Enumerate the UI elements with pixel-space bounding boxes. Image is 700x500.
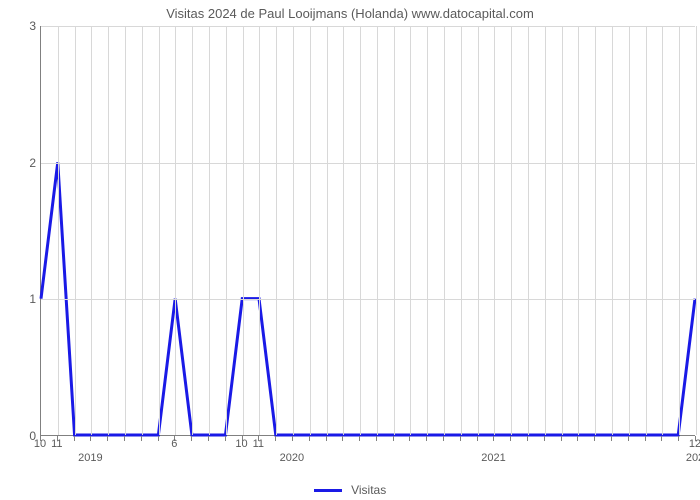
gridline-v: [578, 26, 579, 435]
gridline-v: [343, 26, 344, 435]
x-tick: [376, 436, 377, 441]
gridline-v: [662, 26, 663, 435]
legend-swatch: [314, 489, 342, 492]
x-tick: [74, 436, 75, 441]
x-tick: [544, 436, 545, 441]
plot-area: [40, 26, 695, 436]
gridline-v: [360, 26, 361, 435]
gridline-v: [679, 26, 680, 435]
x-tick: [611, 436, 612, 441]
x-tick: [275, 436, 276, 441]
x-tick: [594, 436, 595, 441]
x-tick: [460, 436, 461, 441]
x-tick: [225, 436, 226, 441]
gridline-v: [58, 26, 59, 435]
x-tick: [90, 436, 91, 441]
x-tick: [493, 436, 494, 441]
x-tick: [661, 436, 662, 441]
gridline-v: [175, 26, 176, 435]
x-month-label: 10: [235, 438, 247, 450]
x-tick: [393, 436, 394, 441]
x-month-label: 11: [51, 438, 62, 450]
gridline-v: [159, 26, 160, 435]
x-tick: [426, 436, 427, 441]
x-tick: [645, 436, 646, 441]
legend: Visitas: [0, 482, 700, 497]
x-tick: [208, 436, 209, 441]
gridline-v: [108, 26, 109, 435]
x-tick: [678, 436, 679, 441]
gridline-v: [562, 26, 563, 435]
x-tick: [561, 436, 562, 441]
x-tick: [342, 436, 343, 441]
x-tick: [191, 436, 192, 441]
gridline-v: [511, 26, 512, 435]
gridline-v: [276, 26, 277, 435]
gridline-v: [243, 26, 244, 435]
gridline-v: [75, 26, 76, 435]
gridline-v: [410, 26, 411, 435]
gridline-v: [192, 26, 193, 435]
x-tick: [141, 436, 142, 441]
gridline-v: [142, 26, 143, 435]
x-year-label: 2020: [280, 452, 304, 464]
chart-title: Visitas 2024 de Paul Looijmans (Holanda)…: [0, 6, 700, 21]
x-tick: [510, 436, 511, 441]
gridline-v: [310, 26, 311, 435]
gridline-v: [259, 26, 260, 435]
x-tick: [443, 436, 444, 441]
gridline-v: [629, 26, 630, 435]
x-month-label: 11: [253, 438, 264, 450]
gridline-v: [91, 26, 92, 435]
x-month-label: 6: [171, 438, 177, 450]
gridline-v: [461, 26, 462, 435]
x-year-label: 202: [686, 452, 700, 464]
gridline-v: [226, 26, 227, 435]
y-tick-label: 3: [6, 19, 36, 33]
line-series: [41, 26, 695, 435]
gridline-v: [612, 26, 613, 435]
gridline-v: [293, 26, 294, 435]
gridline-v: [427, 26, 428, 435]
x-tick: [158, 436, 159, 441]
y-tick-label: 2: [6, 156, 36, 170]
gridline-v: [595, 26, 596, 435]
gridline-v: [545, 26, 546, 435]
x-tick: [107, 436, 108, 441]
x-year-label: 2019: [78, 452, 102, 464]
x-year-label: 2021: [481, 452, 505, 464]
x-tick: [359, 436, 360, 441]
x-tick: [577, 436, 578, 441]
gridline-h: [41, 26, 695, 27]
x-month-label: 12: [689, 438, 700, 450]
x-tick: [326, 436, 327, 441]
gridline-v: [646, 26, 647, 435]
gridline-h: [41, 163, 695, 164]
x-tick: [527, 436, 528, 441]
x-tick: [309, 436, 310, 441]
x-month-label: 10: [34, 438, 46, 450]
gridline-v: [444, 26, 445, 435]
x-tick: [292, 436, 293, 441]
gridline-v: [696, 26, 697, 435]
gridline-v: [478, 26, 479, 435]
gridline-v: [528, 26, 529, 435]
gridline-v: [377, 26, 378, 435]
x-tick: [477, 436, 478, 441]
gridline-v: [327, 26, 328, 435]
gridline-v: [125, 26, 126, 435]
gridline-v: [209, 26, 210, 435]
y-tick-label: 1: [6, 292, 36, 306]
legend-label: Visitas: [351, 483, 386, 497]
x-tick: [409, 436, 410, 441]
gridline-h: [41, 299, 695, 300]
x-tick: [628, 436, 629, 441]
gridline-v: [494, 26, 495, 435]
x-tick: [124, 436, 125, 441]
y-tick-label: 0: [6, 429, 36, 443]
gridline-v: [394, 26, 395, 435]
